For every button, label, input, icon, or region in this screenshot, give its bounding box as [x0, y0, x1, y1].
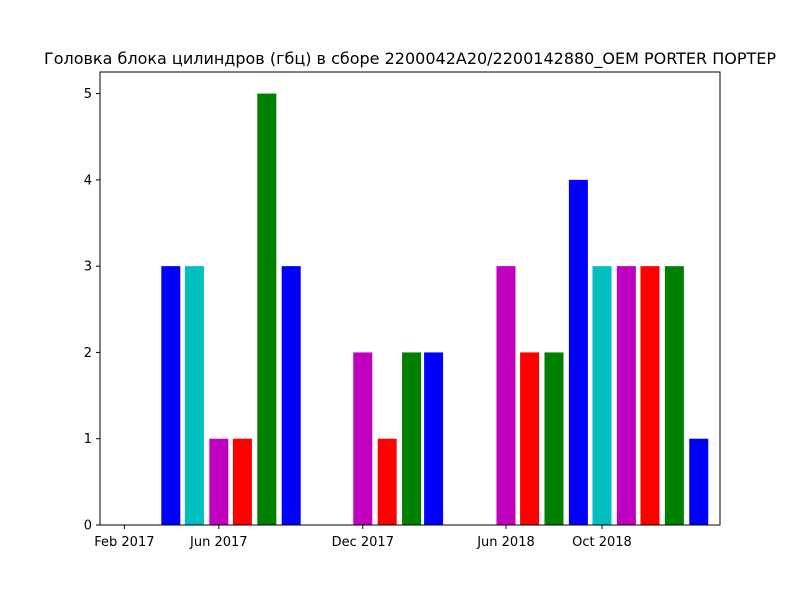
- y-tick-label: 2: [84, 346, 92, 361]
- bar-2018-09-01: [568, 179, 588, 526]
- bar-2017-07-01: [232, 438, 252, 525]
- bar-2018-01-01: [377, 438, 397, 525]
- bar-2018-03-01: [424, 352, 444, 525]
- plot-frame: [99, 71, 721, 526]
- y-tick-label: 1: [84, 432, 92, 447]
- x-tick-label: Dec 2017: [332, 535, 394, 550]
- x-tick-label: Oct 2018: [572, 535, 632, 550]
- bar-2018-11-01: [616, 266, 636, 525]
- chart-title: Головка блока цилиндров (гбц) в сборе 22…: [44, 49, 776, 69]
- bar-2018-08-01: [544, 352, 564, 525]
- bar-2017-09-01: [281, 266, 301, 525]
- bar-2019-01-01: [664, 266, 684, 525]
- bar-2018-10-01: [592, 266, 612, 525]
- y-tick-label: 3: [84, 260, 92, 275]
- y-tick-label: 0: [84, 519, 92, 534]
- bar-2017-08-01: [257, 93, 277, 525]
- bar-2017-05-01: [184, 266, 204, 525]
- bar-2019-02-01: [689, 438, 709, 525]
- bar-2018-02-01: [402, 352, 422, 525]
- bars-layer: [161, 93, 709, 526]
- x-tick-label: Jun 2017: [189, 535, 248, 550]
- bar-2017-06-01: [209, 438, 229, 525]
- axes-layer: 0 1 2 3 4 5 Feb 2017 Jun 2017 Dec 2017 Jun 2018 Oc…: [84, 71, 721, 550]
- bar-2017-12-01: [353, 352, 373, 525]
- x-tick-label: Feb 2017: [94, 535, 154, 550]
- y-tick-label: 4: [84, 173, 92, 188]
- bar-2018-06-01: [496, 266, 516, 525]
- y-tick-label: 5: [84, 87, 92, 102]
- bar-2017-04-01: [161, 266, 181, 525]
- bar-2018-07-01: [520, 352, 540, 525]
- x-tick-label: Jun 2018: [476, 535, 535, 550]
- bar-2018-12-01: [640, 266, 660, 525]
